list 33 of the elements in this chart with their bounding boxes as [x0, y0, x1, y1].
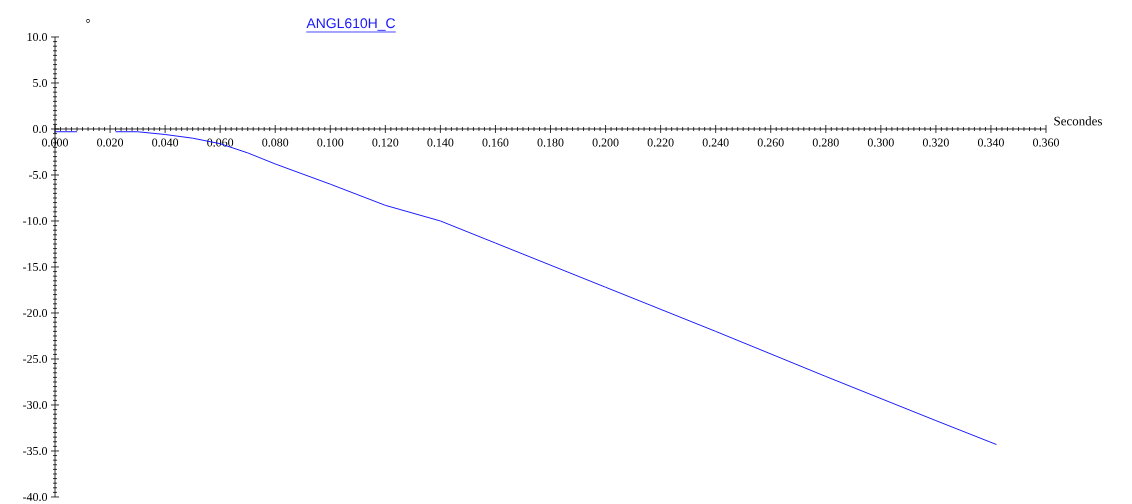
y-tick-label: 5.0 — [33, 78, 48, 87]
x-tick-label: 0.220 — [647, 138, 674, 147]
y-axis-title: ° — [86, 18, 90, 23]
y-tick-label: -30.0 — [23, 400, 48, 409]
x-tick-label: 0.100 — [317, 138, 344, 147]
x-tick-label: 0.020 — [97, 138, 124, 147]
y-tick-label: -10.0 — [23, 216, 48, 225]
x-tick-label: 0.040 — [152, 138, 179, 147]
x-axis-title: Secondes — [1054, 116, 1102, 126]
text: ANGL610H_C — [306, 18, 396, 31]
x-tick-label: 0.240 — [702, 138, 729, 147]
x-tick-label: 0.160 — [482, 138, 509, 147]
y-tick-label: -40.0 — [23, 492, 48, 501]
x-tick-label: 0.000 — [42, 138, 68, 147]
y-tick-label: -5.0 — [29, 170, 48, 179]
x-tick-label: 0.340 — [977, 138, 1004, 147]
y-tick-label: -25.0 — [23, 354, 48, 363]
x-tick-label: 0.080 — [262, 138, 289, 147]
x-tick-label: 0.060 — [207, 138, 234, 147]
y-tick-label: 10.0 — [27, 32, 48, 41]
x-tick-label: 0.320 — [922, 138, 949, 147]
x-tick-label: 0.300 — [867, 138, 894, 147]
x-tick-label: 0.200 — [592, 138, 619, 147]
x-tick-label: 0.140 — [427, 138, 454, 147]
x-tick-label: 0.360 — [1033, 138, 1059, 147]
y-tick-label: -15.0 — [23, 262, 48, 271]
x-tick-label: 0.180 — [537, 138, 564, 147]
y-tick-label: 0.0 — [33, 124, 48, 133]
y-tick-label: -35.0 — [23, 446, 48, 455]
x-tick-label: 0.120 — [372, 138, 399, 147]
x-tick-label: 0.280 — [812, 138, 839, 147]
y-tick-label: -20.0 — [23, 308, 48, 317]
x-tick-label: 0.260 — [757, 138, 784, 147]
